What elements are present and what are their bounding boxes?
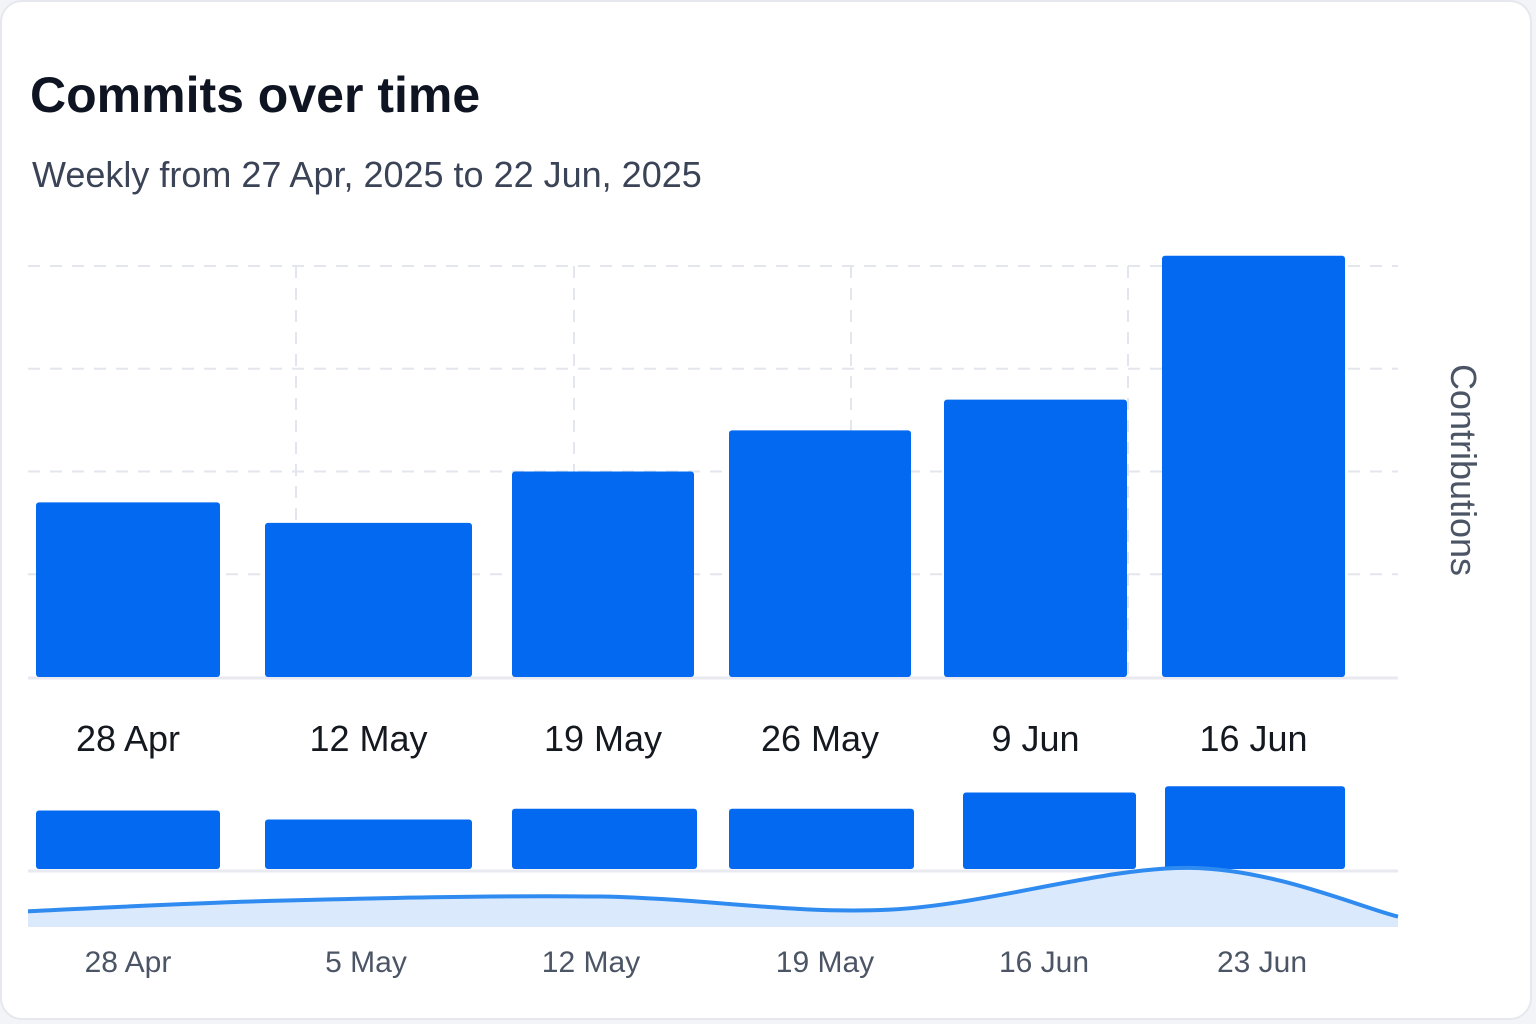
- bar-2[interactable]: [512, 471, 694, 678]
- main-x-ticks: 28 Apr 12 May 19 May 26 May 9 Jun 16 Jun: [76, 718, 1308, 759]
- navigator-area[interactable]: [27, 865, 1399, 927]
- navigator-bar-5: [1165, 786, 1345, 869]
- navigator-bar-2: [512, 808, 697, 869]
- navigator-bars: [28, 786, 1398, 873]
- navigator-tick-label: 28 Apr: [85, 946, 172, 979]
- navigator-x-ticks: 28 Apr 5 May 12 May 19 May 16 Jun 23 Jun: [85, 946, 1307, 979]
- chart-title: Commits over time: [30, 67, 481, 123]
- navigator-area-line: [27, 865, 1399, 919]
- bar-4[interactable]: [944, 399, 1127, 677]
- navigator-bar-1: [265, 819, 472, 869]
- navigator-tick-label: 12 May: [542, 946, 640, 979]
- navigator-bar-3: [729, 808, 914, 869]
- navigator-tick-label: 19 May: [776, 946, 874, 979]
- bar-3[interactable]: [729, 430, 911, 677]
- navigator-bar-0: [36, 810, 220, 869]
- navigator-tick-label: 16 Jun: [999, 946, 1089, 979]
- x-tick-label: 9 Jun: [991, 718, 1079, 759]
- x-tick-label: 12 May: [309, 718, 427, 759]
- x-tick-label: 19 May: [544, 718, 662, 759]
- bar-0[interactable]: [36, 502, 220, 677]
- navigator-bar-4: [963, 792, 1136, 869]
- navigator-tick-label: 23 Jun: [1217, 946, 1307, 979]
- navigator-tick-label: 5 May: [325, 946, 407, 979]
- x-tick-label: 26 May: [761, 718, 879, 759]
- main-bars: [36, 255, 1345, 678]
- chart-subtitle: Weekly from 27 Apr, 2025 to 22 Jun, 2025: [32, 154, 702, 195]
- bar-5[interactable]: [1162, 255, 1345, 677]
- bar-1[interactable]: [265, 522, 472, 677]
- x-tick-label: 16 Jun: [1199, 718, 1307, 759]
- x-tick-label: 28 Apr: [76, 718, 180, 759]
- navigator-area-fill: [28, 867, 1398, 927]
- grid-lines: [28, 265, 1398, 680]
